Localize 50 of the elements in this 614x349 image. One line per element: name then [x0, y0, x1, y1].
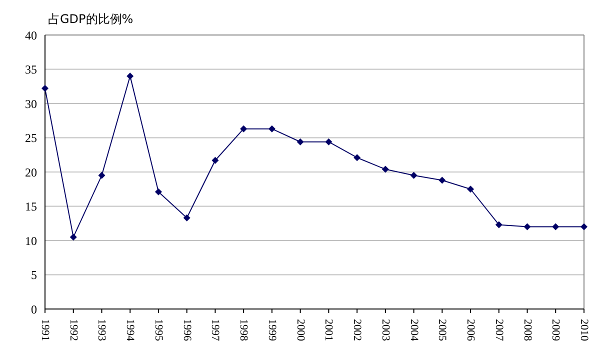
- point: [70, 234, 77, 241]
- x-tick-label: 2001: [322, 319, 335, 341]
- point: [240, 125, 248, 132]
- point: [268, 125, 276, 132]
- y-tick-label: 15: [25, 200, 37, 214]
- x-tick-label: 1997: [209, 319, 222, 342]
- point: [438, 176, 446, 184]
- point: [212, 156, 219, 164]
- x-tick-label: 1998: [238, 319, 250, 342]
- x-tick-label: 1995: [152, 319, 164, 342]
- point: [552, 223, 560, 230]
- x-tick-label: 1992: [67, 319, 80, 341]
- point: [154, 188, 162, 196]
- point: [126, 72, 134, 80]
- x-tick-label: 1991: [39, 319, 51, 341]
- y-tick-label: 40: [25, 28, 37, 42]
- x-tick-label: 1993: [96, 319, 108, 342]
- x-tick-label: 2009: [550, 319, 562, 342]
- point: [354, 154, 361, 162]
- point: [580, 223, 588, 230]
- y-tick-label: 10: [25, 234, 37, 248]
- point: [98, 172, 106, 179]
- y-tick-label: 5: [31, 268, 37, 282]
- y-axis-title: 占GDP的比例%: [48, 11, 134, 28]
- y-tick-label: 20: [25, 165, 37, 180]
- x-tick-label: 2002: [351, 319, 364, 341]
- point: [296, 138, 304, 146]
- y-tick-label: 25: [25, 131, 37, 146]
- y-tick-label: 0: [31, 302, 37, 316]
- point: [410, 172, 418, 179]
- point: [382, 166, 389, 173]
- point: [467, 186, 474, 193]
- point: [325, 138, 332, 146]
- x-tick-label: 1996: [180, 319, 193, 342]
- x-tick-label: 2003: [379, 319, 392, 342]
- x-tick-label: 2010: [578, 319, 590, 342]
- x-tick-label: 2005: [436, 319, 448, 342]
- y-tick-label: 35: [25, 62, 37, 77]
- x-tick-label: 2007: [492, 319, 505, 342]
- y-tick-label: 30: [25, 96, 37, 111]
- x-tick-label: 2004: [408, 319, 420, 342]
- x-tick-label: 1999: [266, 319, 278, 342]
- x-tick-label: 2006: [464, 319, 477, 342]
- point: [42, 84, 48, 92]
- point: [183, 214, 190, 222]
- point: [524, 223, 531, 230]
- x-tick-label: 2000: [294, 319, 306, 342]
- point: [495, 221, 502, 228]
- x-tick-label: 2008: [521, 319, 534, 342]
- x-tick-label: 1994: [124, 319, 136, 342]
